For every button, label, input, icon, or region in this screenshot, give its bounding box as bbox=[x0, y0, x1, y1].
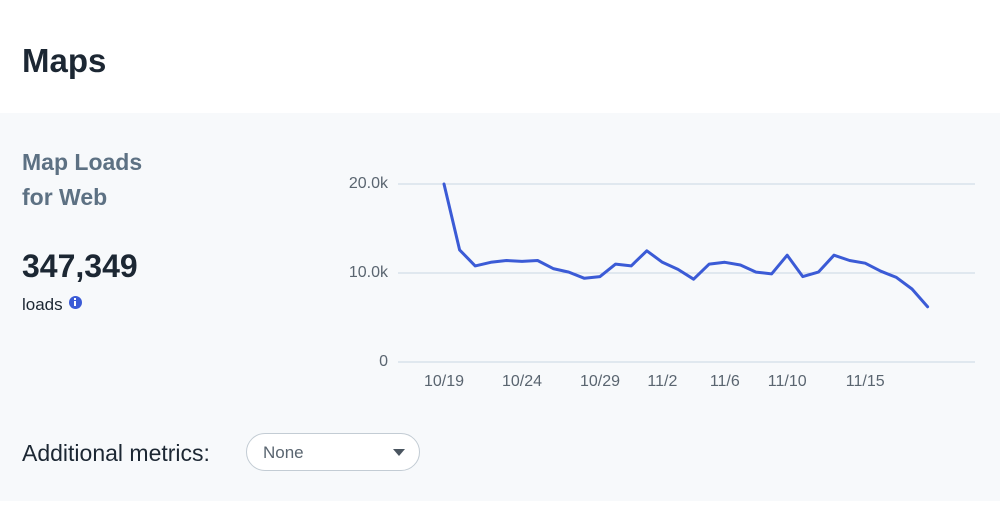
dropdown-value: None bbox=[263, 443, 304, 462]
x-tick-label: 10/24 bbox=[502, 373, 542, 390]
card-title: Map Loads for Web bbox=[22, 145, 142, 215]
y-tick-label: 10.0k bbox=[349, 264, 389, 281]
dropdown[interactable]: None bbox=[246, 433, 420, 471]
dropdown-caret bbox=[393, 449, 405, 456]
x-tick-label: 10/29 bbox=[580, 373, 620, 390]
y-tick-label: 20.0k bbox=[349, 175, 389, 192]
unit: loads bbox=[22, 295, 82, 315]
card-title-line: for Web bbox=[22, 184, 108, 210]
info-icon[interactable] bbox=[68, 296, 82, 309]
metrics-label: Additional metrics: bbox=[22, 440, 210, 466]
y-tick-label: 0 bbox=[379, 353, 388, 370]
unit-label: loads bbox=[22, 295, 63, 314]
x-tick-label: 11/15 bbox=[846, 373, 885, 390]
card: Map Loads for Web 347,349 loads Addition… bbox=[0, 113, 1000, 501]
total: 347,349 bbox=[22, 248, 138, 284]
x-tick-label: 11/2 bbox=[647, 373, 677, 390]
data-line bbox=[442, 182, 930, 309]
x-tick-label: 11/6 bbox=[710, 373, 740, 390]
page-title: Maps bbox=[22, 42, 107, 79]
card-title-line: Map Loads bbox=[22, 149, 143, 175]
x-tick-label: 11/10 bbox=[768, 373, 807, 390]
x-tick-label: 10/19 bbox=[424, 373, 464, 390]
